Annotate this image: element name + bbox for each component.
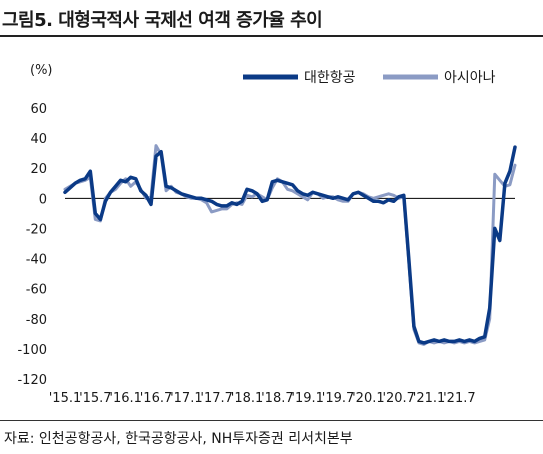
x-tick-label: '16.7 — [140, 391, 173, 406]
title-divider — [0, 35, 543, 37]
x-tick-label: '16.1 — [109, 391, 142, 406]
x-tick-label: '15.7 — [79, 391, 112, 406]
chart-title: 그림5. 대형국적사 국제선 여객 증가율 추이 — [2, 10, 323, 31]
x-tick-label: '18.1 — [231, 391, 264, 406]
source-note: 자료: 인천공항공사, 한국공항공사, NH투자증권 리서치본부 — [4, 431, 353, 447]
x-axis: '15.1'15.7'16.1'16.7'17.1'17.7'18.1'18.7… — [49, 391, 476, 406]
y-tick-label: -60 — [26, 283, 47, 298]
y-tick-label: -40 — [26, 253, 47, 268]
y-tick-label: 40 — [30, 132, 47, 147]
x-tick-label: '21.1 — [413, 391, 446, 406]
x-tick-label: '19.7 — [322, 391, 355, 406]
x-tick-label: '17.1 — [170, 391, 203, 406]
legend: 대한항공 아시아나 — [243, 70, 496, 86]
x-tick-label: '15.1 — [49, 391, 82, 406]
x-tick-label: '17.7 — [200, 391, 233, 406]
x-tick-label: '18.7 — [261, 391, 294, 406]
x-tick-label: '20.7 — [382, 391, 415, 406]
y-tick-label: -80 — [26, 313, 47, 328]
series-line-2 — [63, 144, 517, 346]
legend-label-series2: 아시아나 — [444, 70, 496, 86]
series-line-1 — [63, 145, 517, 345]
y-tick-label: -120 — [17, 373, 47, 388]
y-axis: 60 40 20 0 -20 -40 -60 -80 -100 -120 — [17, 102, 47, 388]
x-tick-label: '20.1 — [352, 391, 385, 406]
x-tick-label: '21.7 — [443, 391, 476, 406]
line-chart: (%) 60 40 20 0 -20 -40 -60 -80 -100 -120 '15.1'15… — [17, 63, 517, 406]
x-tick-label: '19.1 — [291, 391, 324, 406]
y-axis-label: (%) — [30, 63, 53, 78]
series-lines — [63, 144, 517, 346]
source-divider — [0, 420, 543, 421]
legend-label-series1: 대한항공 — [304, 70, 356, 86]
y-tick-label: -100 — [17, 343, 47, 358]
y-tick-label: 60 — [30, 102, 47, 117]
y-tick-label: -20 — [26, 222, 47, 237]
y-tick-label: 0 — [39, 192, 47, 207]
y-tick-label: 20 — [30, 162, 47, 177]
